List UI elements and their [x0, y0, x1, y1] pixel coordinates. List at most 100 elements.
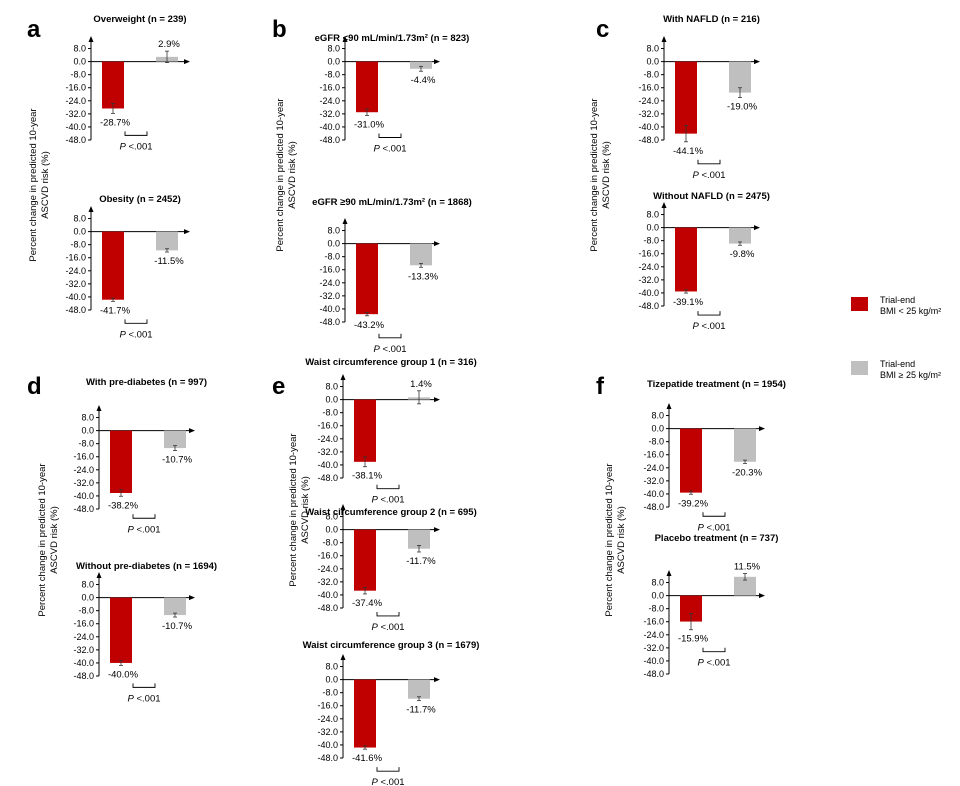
y-tick-label: -32.0	[638, 275, 659, 285]
bar-bmi-25-plus	[408, 529, 430, 549]
bar-bmi-25-plus	[734, 428, 756, 462]
y-tick-label: -48.0	[65, 135, 86, 145]
legend-swatch-gray	[851, 361, 868, 375]
y-tick-label: -24.0	[643, 630, 664, 640]
bar-bmi-under-25	[680, 428, 702, 493]
y-axis-label-line2: ASCVD risk (%)	[49, 506, 60, 574]
value-label: -11.7%	[406, 556, 436, 567]
y-axis-label-d: Percent change in predicted 10-year ASCV…	[37, 463, 60, 616]
bar-bmi-under-25	[354, 529, 376, 591]
y-tick-label: -16.0	[65, 253, 86, 263]
significance-bracket	[378, 333, 402, 339]
value-label: -31.0%	[354, 120, 385, 131]
value-label: -9.8%	[730, 249, 755, 260]
y-tick-label: 0.0	[651, 591, 664, 601]
y-tick-label: -16.0	[643, 617, 664, 627]
chart-c-4: With NAFLD (n = 216) 8.0 0.0 -8.0 -16.0 -24.0…	[638, 14, 760, 181]
y-tick-label: -16.0	[73, 452, 94, 462]
y-axis-label-line2: ASCVD risk (%)	[601, 141, 612, 209]
y-tick-label: 0.0	[325, 525, 338, 535]
y-tick-label: -48.0	[73, 504, 94, 514]
x-axis-arrow	[434, 527, 440, 533]
p-value-label: P <.001	[692, 321, 725, 332]
chart-e-10: Waist circumference group 3 (n = 1679) 8.…	[303, 640, 480, 786]
y-tick-label: 0.0	[327, 239, 340, 249]
y-tick-label: -8.0	[78, 606, 94, 616]
y-tick-label: -48.0	[317, 603, 338, 613]
y-tick-label: 0.0	[81, 593, 94, 603]
value-label: -44.1%	[673, 146, 704, 157]
chart-d-6: With pre-diabetes (n = 997) 8.0 0.0 -8.0 -16…	[73, 377, 207, 535]
y-tick-label: 0.0	[646, 223, 659, 233]
y-tick-label: -32.0	[319, 291, 340, 301]
y-tick-label: -8.0	[322, 538, 338, 548]
y-tick-label: 8.0	[81, 580, 94, 590]
y-tick-label: -48.0	[638, 135, 659, 145]
y-tick-label: -24.0	[65, 266, 86, 276]
significance-bracket	[132, 514, 156, 519]
value-label: -41.6%	[352, 753, 383, 764]
y-axis-label-line1: Percent change in predicted 10-year	[604, 463, 615, 616]
y-tick-label: -40.0	[638, 122, 659, 132]
panel-label-a: a	[27, 16, 41, 43]
bar-bmi-under-25	[110, 597, 132, 663]
significance-bracket	[702, 512, 726, 517]
y-tick-label: 8.0	[646, 44, 659, 54]
y-tick-label: -48.0	[319, 135, 340, 145]
y-axis-arrow	[96, 572, 102, 578]
y-axis-arrow	[342, 36, 348, 42]
p-value-label: P <.001	[697, 658, 730, 669]
significance-bracket	[376, 611, 400, 617]
x-axis-arrow	[434, 59, 440, 65]
y-tick-label: -24.0	[73, 632, 94, 642]
y-tick-label: 0.0	[81, 426, 94, 436]
y-axis-arrow	[88, 36, 94, 42]
y-tick-label: 8.0	[325, 512, 338, 522]
bar-bmi-under-25	[356, 61, 378, 113]
p-value-label: P <.001	[127, 693, 160, 704]
y-tick-label: -24.0	[319, 96, 340, 106]
significance-bracket	[376, 767, 400, 772]
chart-b-3: eGFR ≥90 mL/min/1.73m² (n = 1868) 8.0 0.0 -…	[312, 197, 472, 355]
y-tick-label: 0.0	[646, 57, 659, 67]
chart-title: Without NAFLD (n = 2475)	[653, 191, 770, 202]
y-axis-arrow	[342, 218, 348, 224]
chart-title: eGFR <90 mL/min/1.73m² (n = 823)	[315, 33, 470, 44]
y-tick-label: -24.0	[319, 278, 340, 288]
y-axis-label-line2: ASCVD risk (%)	[300, 476, 311, 544]
p-value-label: P <.001	[697, 522, 730, 533]
bar-bmi-under-25	[102, 231, 124, 300]
legend-swatch-red	[851, 297, 868, 311]
panel-label-d: d	[27, 373, 42, 400]
y-tick-label: -24.0	[65, 96, 86, 106]
y-tick-label: 8.0	[651, 411, 664, 421]
y-tick-label: -40.0	[317, 740, 338, 750]
chart-title: eGFR ≥90 mL/min/1.73m² (n = 1868)	[312, 197, 472, 208]
y-tick-label: 8.0	[81, 413, 94, 423]
value-label: -38.2%	[108, 500, 139, 511]
y-tick-label: 8.0	[73, 44, 86, 54]
legend-label-gray-line2: BMI ≥ 25 kg/m²	[880, 370, 941, 380]
y-axis-label-a: Percent change in predicted 10-year ASCV…	[28, 108, 51, 261]
chart-d-7: Without pre-diabetes (n = 1694) 8.0 0.0 -8.…	[73, 561, 217, 704]
y-axis-label-f: Percent change in predicted 10-year ASCV…	[604, 463, 627, 616]
value-label: 11.5%	[734, 562, 761, 573]
chart-e-9: Waist circumference group 2 (n = 695)8.0…	[305, 504, 477, 633]
chart-b-2: eGFR <90 mL/min/1.73m² (n = 823)8.0 0.0 -8…	[315, 33, 470, 155]
bar-bmi-25-plus	[410, 243, 432, 266]
value-label: -15.9%	[678, 634, 709, 645]
y-axis-arrow	[88, 206, 94, 212]
chart-title: Placebo treatment (n = 737)	[655, 533, 779, 544]
significance-bracket	[702, 647, 726, 653]
y-tick-label: 0.0	[73, 57, 86, 67]
chart-c-5: Without NAFLD (n = 2475) 8.0 0.0 -8.0 -16.0 -…	[638, 191, 769, 332]
y-axis-arrow	[666, 570, 672, 576]
y-axis-arrow	[340, 654, 346, 660]
y-tick-label: -40.0	[643, 656, 664, 666]
y-tick-label: -40.0	[73, 491, 94, 501]
value-label: -13.3%	[408, 271, 439, 282]
y-tick-label: -8.0	[643, 236, 659, 246]
value-label: -28.7%	[100, 117, 131, 128]
p-value-label: P <.001	[127, 524, 160, 535]
p-value-label: P <.001	[371, 495, 404, 506]
